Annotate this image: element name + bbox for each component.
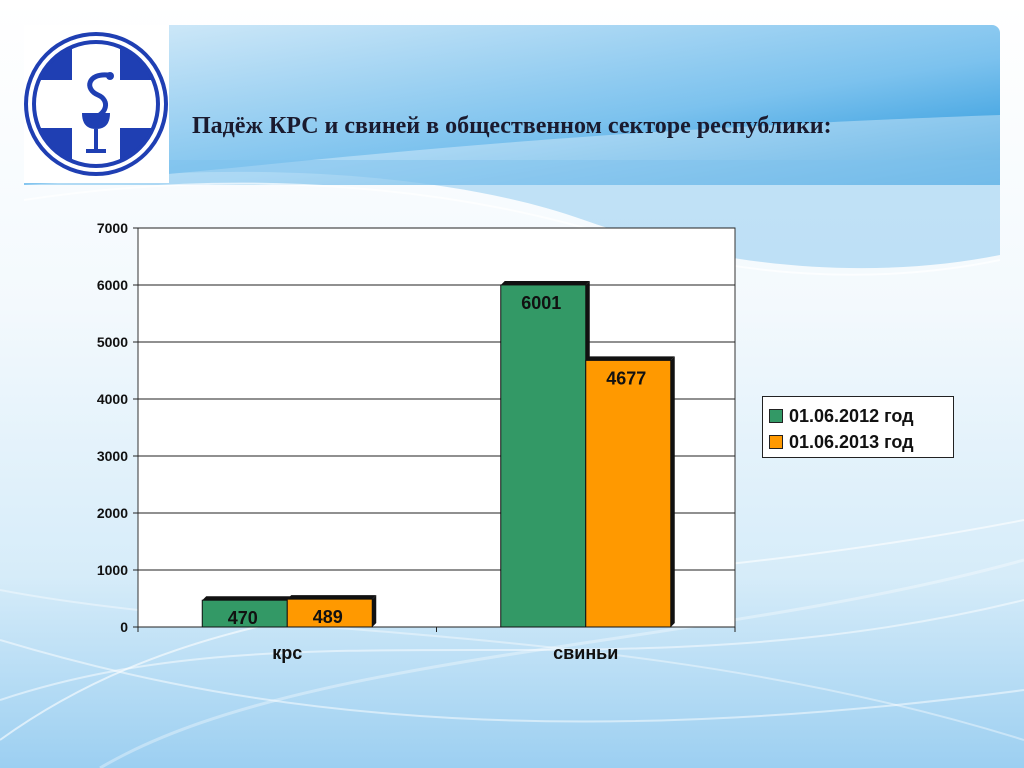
y-tick-label: 1000 bbox=[97, 562, 128, 578]
chart-legend: 01.06.2012 год 01.06.2013 год bbox=[762, 396, 954, 458]
bar bbox=[286, 598, 373, 628]
bar bbox=[585, 359, 672, 628]
bar-side bbox=[670, 356, 675, 627]
logo bbox=[24, 25, 169, 183]
legend-item-2012: 01.06.2012 год bbox=[769, 403, 953, 429]
medical-cross-caduceus-icon bbox=[24, 32, 168, 176]
y-tick-label: 2000 bbox=[97, 505, 128, 521]
y-tick-label: 4000 bbox=[97, 391, 128, 407]
legend-label-2012: 01.06.2012 год bbox=[789, 405, 914, 426]
y-tick-label: 3000 bbox=[97, 448, 128, 464]
legend-label-2013: 01.06.2013 год bbox=[789, 431, 914, 452]
bar-крс-0: 470 bbox=[201, 596, 292, 628]
bar-top bbox=[585, 356, 675, 361]
slide-title: Падёж КРС и свиней в общественном сектор… bbox=[192, 113, 832, 139]
bar-top bbox=[202, 596, 292, 601]
data-label: 470 bbox=[228, 608, 258, 628]
data-label: 6001 bbox=[521, 293, 561, 313]
y-tick-label: 0 bbox=[120, 619, 128, 635]
legend-swatch-2013 bbox=[769, 435, 783, 449]
x-tick-label: крс bbox=[272, 643, 302, 663]
bar-top bbox=[287, 595, 377, 600]
bar-top bbox=[500, 280, 590, 285]
bar bbox=[500, 284, 587, 628]
y-tick-label: 7000 bbox=[97, 220, 128, 236]
bar-свиньи-0: 6001 bbox=[500, 280, 590, 628]
y-tick-label: 6000 bbox=[97, 277, 128, 293]
header-band bbox=[24, 25, 1000, 185]
legend-item-2013: 01.06.2013 год bbox=[769, 429, 953, 455]
bar bbox=[201, 599, 288, 628]
data-label: 489 bbox=[313, 607, 343, 627]
legend-swatch-2012 bbox=[769, 409, 783, 423]
bar-side bbox=[372, 595, 377, 627]
x-tick-label: свиньи bbox=[553, 643, 618, 663]
bar-свиньи-1: 4677 bbox=[585, 356, 675, 628]
data-label: 4677 bbox=[606, 368, 646, 388]
y-tick-label: 5000 bbox=[97, 334, 128, 350]
bar-крс-1: 489 bbox=[286, 595, 377, 628]
